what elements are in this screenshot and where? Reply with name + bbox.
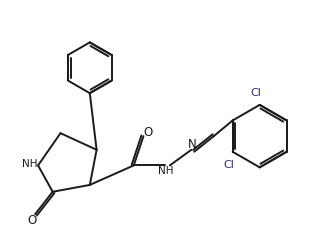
Text: O: O <box>27 214 37 226</box>
Text: NH: NH <box>22 159 37 169</box>
Text: NH: NH <box>158 166 174 176</box>
Text: Cl: Cl <box>250 88 261 98</box>
Text: O: O <box>144 126 153 139</box>
Text: Cl: Cl <box>223 160 234 170</box>
Text: N: N <box>188 138 197 151</box>
